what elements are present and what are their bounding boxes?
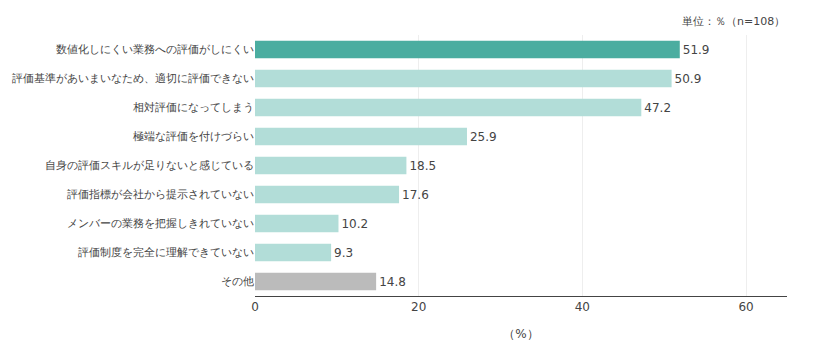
svg-text:相対評価になってしまう: 相対評価になってしまう xyxy=(133,101,254,114)
svg-text:14.8: 14.8 xyxy=(379,275,406,289)
svg-text:評価指標が会社から提示されていない: 評価指標が会社から提示されていない xyxy=(67,188,254,201)
svg-text:25.9: 25.9 xyxy=(470,130,497,144)
svg-text:0: 0 xyxy=(251,300,259,314)
svg-text:9.3: 9.3 xyxy=(334,246,353,260)
svg-text:（%）: （%） xyxy=(503,327,538,341)
svg-text:50.9: 50.9 xyxy=(675,72,702,86)
svg-text:自身の評価スキルが足りないと感じている: 自身の評価スキルが足りないと感じている xyxy=(45,159,254,172)
svg-text:18.5: 18.5 xyxy=(409,159,436,173)
svg-text:60: 60 xyxy=(738,300,753,314)
svg-text:単位：％（n=108）: 単位：％（n=108） xyxy=(682,15,785,28)
svg-text:47.2: 47.2 xyxy=(644,101,671,115)
svg-text:メンバーの業務を把握しきれていない: メンバーの業務を把握しきれていない xyxy=(67,217,254,230)
svg-text:51.9: 51.9 xyxy=(683,43,710,57)
svg-text:数値化しにくい業務への評価がしにくい: 数値化しにくい業務への評価がしにくい xyxy=(56,43,254,56)
svg-text:極端な評価を付けづらい: 極端な評価を付けづらい xyxy=(133,130,254,143)
svg-text:評価制度を完全に理解できていない: 評価制度を完全に理解できていない xyxy=(78,246,254,259)
svg-text:その他: その他 xyxy=(221,275,254,288)
svg-text:17.6: 17.6 xyxy=(402,188,429,202)
svg-text:20: 20 xyxy=(411,300,426,314)
svg-text:10.2: 10.2 xyxy=(341,217,368,231)
svg-text:評価基準があいまいなため、適切に評価できない: 評価基準があいまいなため、適切に評価できない xyxy=(12,72,254,85)
svg-text:40: 40 xyxy=(575,300,590,314)
